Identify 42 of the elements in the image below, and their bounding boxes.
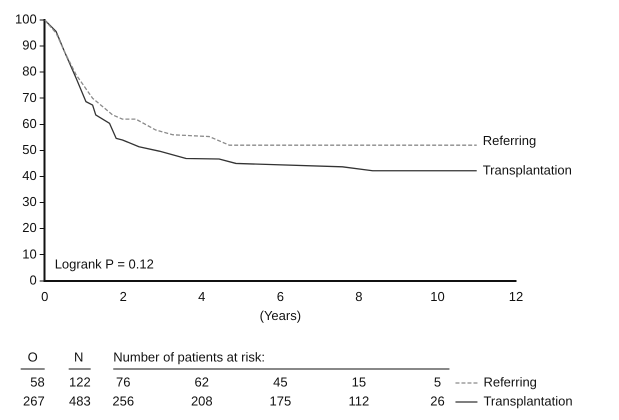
y-tick-label: 50	[22, 142, 37, 157]
text: 483	[68, 394, 91, 409]
x-tick-label: 6	[276, 289, 284, 304]
x-tick-label: 12	[508, 289, 524, 304]
x-tick-label: 10	[430, 289, 445, 304]
text: 45	[273, 374, 288, 390]
y-tick-label: 90	[22, 38, 37, 53]
y-tick-label: 70	[22, 90, 37, 105]
legend-label: Transplantation	[483, 394, 573, 409]
text: 62	[194, 374, 210, 390]
text: 208	[190, 394, 213, 409]
text: Number of patients at risk:	[113, 350, 265, 365]
text: N	[74, 350, 84, 365]
x-tick-label: 4	[198, 289, 206, 304]
y-tick-label: 80	[22, 64, 37, 79]
x-tick-label: 0	[41, 289, 48, 304]
y-tick-label: 30	[22, 194, 37, 210]
text: 122	[68, 374, 91, 390]
text: 112	[348, 394, 370, 409]
text: O	[28, 350, 38, 365]
text: 175	[269, 394, 292, 409]
y-tick-label: 60	[22, 116, 37, 131]
text: 58	[30, 374, 45, 390]
x-tick-label: 2	[120, 289, 127, 304]
text: 15	[352, 374, 366, 390]
x-tick-label: 8	[355, 289, 363, 304]
y-tick-label: 10	[22, 246, 37, 262]
text: 26	[430, 394, 445, 409]
annotation: Logrank P = 0.12	[54, 256, 154, 272]
y-tick-label: 0	[29, 272, 37, 288]
text: 256	[112, 394, 134, 409]
text: 76	[116, 374, 130, 390]
line-series	[44, 20, 478, 146]
x-axis-title: (Years)	[260, 308, 302, 323]
text: Transplantation	[482, 162, 572, 178]
legend-label: Referring	[483, 374, 537, 390]
y-tick-label: 40	[22, 168, 37, 184]
text: 5	[434, 374, 442, 390]
text: 267	[22, 394, 45, 409]
y-tick-label: 100	[14, 12, 37, 27]
text: Referring	[482, 132, 536, 148]
y-tick-label: 20	[22, 220, 37, 236]
